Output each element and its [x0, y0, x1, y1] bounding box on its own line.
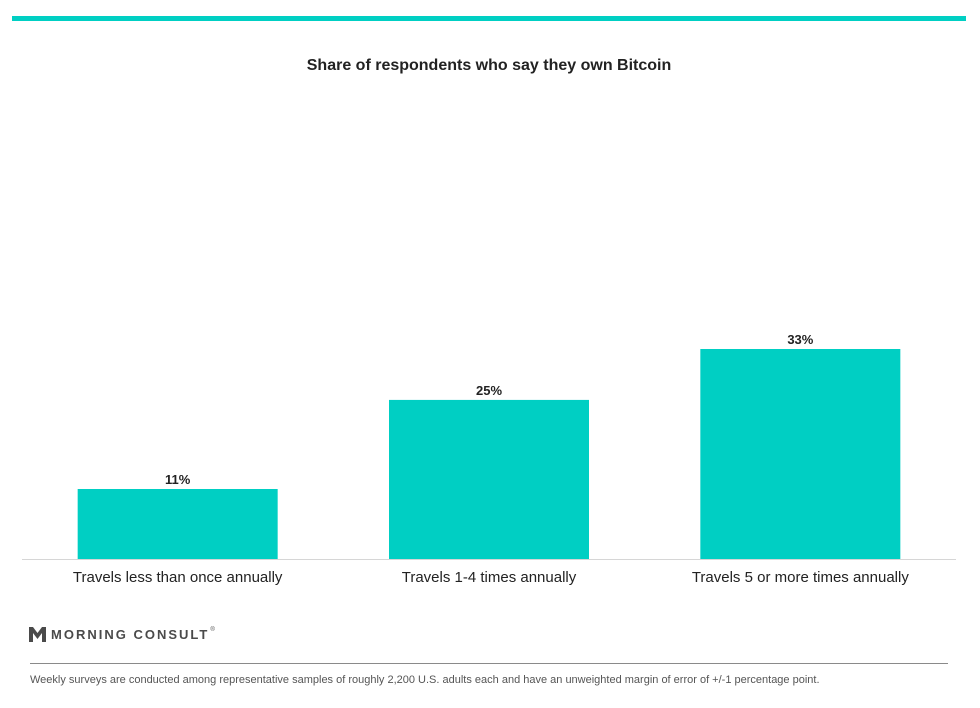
bar-value-label-1: 11%	[165, 472, 191, 487]
footer-divider	[30, 663, 948, 664]
bar-value-label-2: 25%	[476, 383, 502, 398]
bar-3	[700, 349, 901, 559]
methodology-footnote: Weekly surveys are conducted among repre…	[30, 674, 820, 686]
chart-title: Share of respondents who say they own Bi…	[306, 57, 672, 74]
logo-wordmark: MORNING CONSULT	[51, 627, 210, 642]
bar-2	[389, 399, 589, 559]
logo-registered-mark: ®	[210, 626, 215, 633]
morning-consult-logo: MORNING CONSULT ®	[29, 627, 215, 642]
bar-1	[77, 489, 278, 559]
category-label-3: Travels 5 or more times annually	[692, 569, 910, 586]
top-accent-rule	[12, 16, 966, 21]
bar-value-label-3: 33%	[787, 332, 813, 347]
morning-consult-m-icon	[29, 627, 46, 642]
category-label-1: Travels less than once annually	[73, 569, 283, 586]
bar-chart: 11% Travels less than once annually 25% Tra…	[22, 332, 956, 586]
category-label-2: Travels 1-4 times annually	[402, 569, 577, 586]
